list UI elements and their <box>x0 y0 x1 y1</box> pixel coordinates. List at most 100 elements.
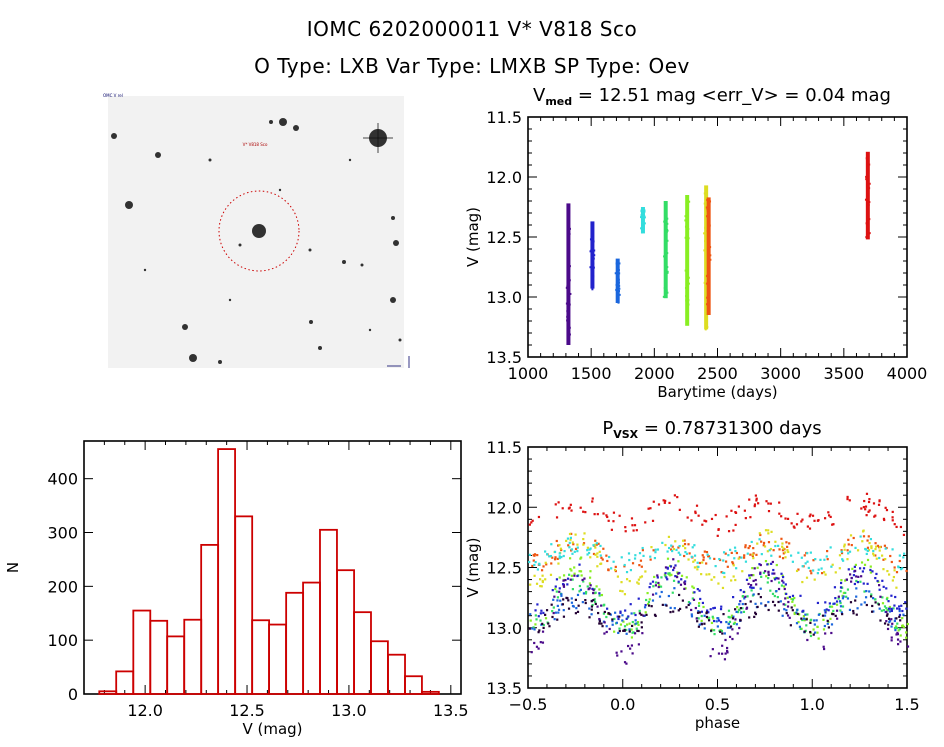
data-point <box>854 546 857 549</box>
data-point <box>867 223 870 226</box>
data-point <box>796 512 799 515</box>
data-point <box>703 232 706 235</box>
data-point <box>741 594 745 598</box>
data-point <box>782 547 785 550</box>
data-point <box>574 533 577 536</box>
data-point <box>887 617 891 620</box>
data-point <box>872 552 875 555</box>
data-point <box>849 601 853 604</box>
data-point <box>539 619 542 622</box>
data-point <box>673 587 676 590</box>
data-point <box>663 255 666 258</box>
data-point <box>750 589 753 592</box>
data-point <box>828 602 831 605</box>
data-point <box>822 645 825 648</box>
data-point <box>595 585 598 588</box>
data-point <box>577 604 580 607</box>
data-point <box>567 262 570 265</box>
data-point <box>656 574 659 577</box>
data-point <box>628 622 631 625</box>
data-point <box>530 521 533 524</box>
data-point <box>631 562 635 565</box>
data-point <box>672 610 675 613</box>
data-point <box>775 577 778 580</box>
data-point <box>619 610 622 613</box>
data-point <box>745 606 749 609</box>
data-point <box>686 271 689 274</box>
data-point <box>643 216 646 219</box>
data-point <box>752 552 755 555</box>
data-point <box>547 622 550 625</box>
x-tick-label: 1.5 <box>894 695 919 714</box>
data-point <box>812 559 815 562</box>
data-point <box>813 631 817 634</box>
data-point <box>684 550 687 554</box>
data-point <box>678 593 681 597</box>
data-point <box>692 598 696 601</box>
data-segment <box>663 201 668 299</box>
data-point <box>540 569 544 572</box>
data-point <box>800 520 803 523</box>
data-point <box>716 534 719 537</box>
data-point <box>539 612 542 615</box>
data-point <box>809 569 812 573</box>
data-point <box>684 547 687 550</box>
data-point <box>691 597 694 600</box>
data-point <box>884 547 887 550</box>
data-point <box>530 651 533 654</box>
data-point <box>567 219 570 222</box>
data-point <box>663 501 666 504</box>
data-point <box>705 215 708 218</box>
data-point <box>901 624 904 627</box>
data-point <box>548 555 551 558</box>
data-point <box>773 604 777 607</box>
data-point <box>751 553 754 556</box>
data-point <box>578 590 581 593</box>
data-point <box>566 296 569 299</box>
data-point <box>566 308 569 311</box>
data-point <box>721 644 724 647</box>
data-point <box>709 246 712 249</box>
data-point <box>614 272 617 275</box>
data-point <box>898 628 902 631</box>
data-point <box>629 647 632 650</box>
data-point <box>638 609 641 613</box>
data-point <box>634 554 637 557</box>
data-point <box>898 609 901 613</box>
data-point <box>693 544 696 547</box>
data-point <box>805 618 808 621</box>
data-point <box>739 619 742 622</box>
data-point <box>632 529 635 532</box>
data-point <box>749 600 752 603</box>
data-point <box>755 553 758 556</box>
histogram-bar <box>319 528 338 695</box>
data-point <box>578 584 582 588</box>
data-point <box>842 595 845 598</box>
data-point <box>594 546 597 549</box>
data-point <box>863 499 866 503</box>
data-point <box>665 604 668 607</box>
data-point <box>665 576 668 579</box>
x-tick-label: 2000 <box>634 364 675 383</box>
data-point <box>884 557 887 561</box>
data-point <box>896 607 899 610</box>
data-point <box>696 565 699 568</box>
histogram-bar <box>268 623 287 695</box>
data-point <box>551 609 554 613</box>
data-point <box>870 593 873 596</box>
data-point <box>688 552 691 555</box>
data-point <box>778 512 781 515</box>
data-point <box>648 586 651 589</box>
data-point <box>599 554 602 557</box>
data-point <box>649 558 652 561</box>
data-point <box>773 572 776 575</box>
data-point <box>781 575 785 579</box>
data-point <box>562 615 566 618</box>
data-point <box>868 201 871 204</box>
data-point <box>673 494 676 497</box>
data-point <box>700 614 703 618</box>
data-point <box>540 609 543 612</box>
data-point <box>735 623 738 626</box>
data-point <box>765 500 768 503</box>
data-point <box>596 513 599 516</box>
